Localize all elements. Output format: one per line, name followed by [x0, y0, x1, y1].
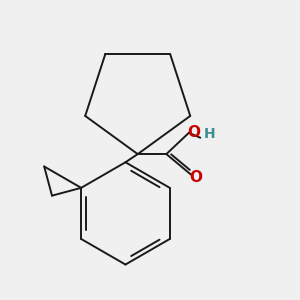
Text: H: H [203, 127, 215, 141]
Text: O: O [190, 170, 203, 185]
Text: O: O [187, 124, 200, 140]
